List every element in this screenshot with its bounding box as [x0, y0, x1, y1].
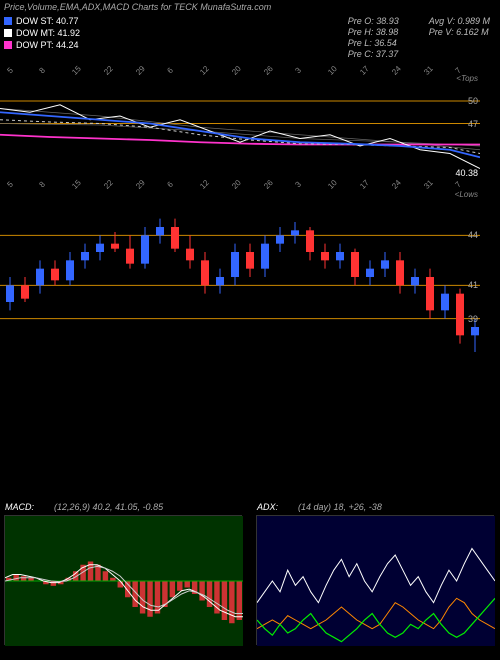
adx-header: ADX:(14 day) 18, +26, -38: [257, 502, 382, 512]
tick-label: 5: [5, 66, 15, 76]
tick-label: 3: [293, 66, 303, 76]
upper-line-panel: <Tops 504740.38: [0, 86, 480, 176]
macd-header: MACD:(12,26,9) 40.2, 41.05, -0.85: [5, 502, 163, 512]
tick-label: 22: [102, 178, 115, 191]
tick-label: 8: [37, 66, 47, 76]
candlestick-panel: <Lows 444139: [0, 202, 480, 352]
legend-item: DOW MT: 41.92: [4, 28, 80, 38]
tick-label: 26: [262, 178, 275, 191]
tick-label: 20: [230, 178, 243, 191]
tick-label: 31: [422, 178, 435, 191]
tick-label: 8: [37, 180, 47, 190]
tick-label: 24: [390, 178, 403, 191]
chart-title: Price,Volume,EMA,ADX,MACD Charts for TEC…: [4, 2, 271, 12]
stat-item: Pre V: 6.162 M: [429, 27, 490, 37]
tick-label: 29: [134, 178, 147, 191]
tick-label: 10: [326, 178, 339, 191]
tick-label: 31: [422, 64, 435, 77]
stat-item: Avg V: 0.989 M: [429, 16, 490, 26]
axis-label: 50: [468, 96, 478, 106]
tick-label: 20: [230, 64, 243, 77]
axis-label: 47: [468, 119, 478, 129]
tick-label: 12: [198, 64, 211, 77]
tick-label: 7: [453, 180, 463, 190]
adx-panel: ADX:(14 day) 18, +26, -38: [256, 515, 494, 645]
tick-label: 17: [358, 178, 371, 191]
tick-label: 12: [198, 178, 211, 191]
axis-label: 40.38: [455, 168, 478, 178]
stat-item: Pre H: 38.98: [348, 27, 399, 37]
tick-label: 10: [326, 64, 339, 77]
tick-label: 15: [70, 64, 83, 77]
macd-panel: MACD:(12,26,9) 40.2, 41.05, -0.85: [4, 515, 242, 645]
upper-title: <Tops: [456, 74, 478, 83]
stat-item: Pre C: 37.37: [348, 49, 399, 59]
axis-label: 44: [468, 230, 478, 240]
tick-label: 26: [262, 64, 275, 77]
tick-label: 22: [102, 64, 115, 77]
stat-item: Pre L: 36.54: [348, 38, 399, 48]
tick-label: 3: [293, 180, 303, 190]
stats-block: Pre O: 38.93Pre H: 38.98Pre L: 36.54Pre …: [348, 16, 490, 60]
tick-label: 6: [165, 180, 175, 190]
candle-title: <Lows: [455, 190, 478, 199]
legend: DOW ST: 40.77 DOW MT: 41.92 DOW PT: 44.24: [4, 16, 80, 52]
stat-item: Pre O: 38.93: [348, 16, 399, 26]
tick-label: 24: [390, 64, 403, 77]
tick-label: 29: [134, 64, 147, 77]
tick-label: 6: [165, 66, 175, 76]
indicator-row: MACD:(12,26,9) 40.2, 41.05, -0.85 ADX:(1…: [0, 515, 500, 660]
tick-label: 17: [358, 64, 371, 77]
tick-label: 5: [5, 180, 15, 190]
legend-item: DOW PT: 44.24: [4, 40, 80, 50]
axis-label: 39: [468, 314, 478, 324]
axis-label: 41: [468, 280, 478, 290]
legend-item: DOW ST: 40.77: [4, 16, 80, 26]
tick-label: 15: [70, 178, 83, 191]
